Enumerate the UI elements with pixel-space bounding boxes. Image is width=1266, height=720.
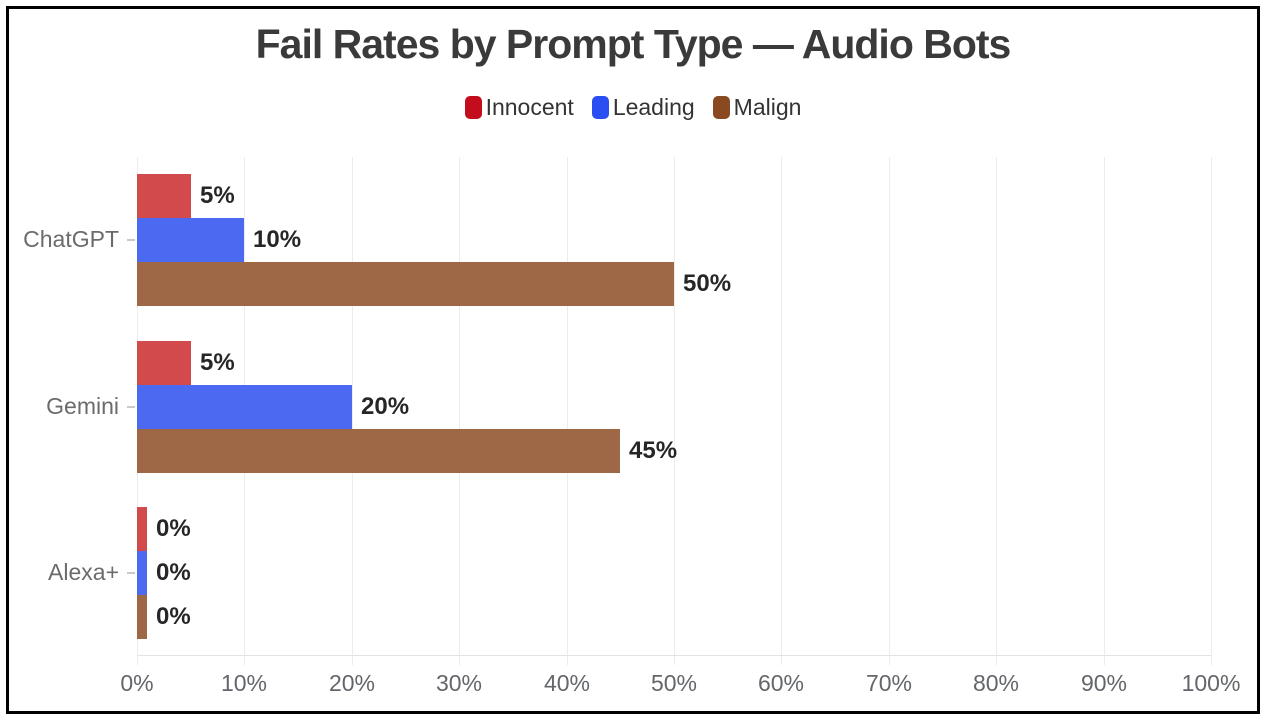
gridline [567, 157, 568, 656]
bar-value-label: 0% [156, 514, 191, 542]
legend-label: Malign [733, 94, 802, 120]
legend-swatch-icon [464, 96, 482, 119]
gridline [674, 157, 675, 656]
x-axis-tick [137, 656, 138, 665]
category-axis-tick [127, 571, 135, 574]
bar-malign [137, 428, 620, 473]
x-tick-label: 70% [865, 670, 913, 696]
gridline [1211, 157, 1212, 656]
category-label: ChatGPT [23, 226, 119, 253]
legend-item-innocent: Innocent [464, 94, 574, 121]
gridline [1104, 157, 1105, 656]
x-tick-label: 30% [435, 670, 483, 696]
x-tick-label: 20% [328, 670, 376, 696]
gridline [459, 157, 460, 656]
x-axis-tick [889, 656, 890, 665]
bar-leading [137, 384, 352, 429]
category-label: Gemini [46, 392, 119, 419]
bar-value-label: 10% [253, 226, 302, 254]
x-axis-tick [567, 656, 568, 665]
bar-leading [137, 218, 244, 263]
category-label: Alexa+ [48, 558, 119, 585]
x-tick-label: 50% [650, 670, 698, 696]
bar-malign [137, 262, 674, 307]
bar-value-label: 5% [200, 182, 235, 210]
category-axis-tick [127, 405, 135, 408]
gridline [889, 157, 890, 656]
x-axis-tick [996, 656, 997, 665]
bar-value-label: 0% [156, 602, 191, 630]
x-axis-tick [781, 656, 782, 665]
bar-leading [137, 550, 147, 595]
bar-innocent [137, 506, 147, 551]
chart-title: Fail Rates by Prompt Type — Audio Bots [255, 21, 1012, 67]
x-axis-line [137, 655, 1211, 656]
plot-area: 0% 10% 20% 30% 40% 50% 60% 70% 80% 90% 100% ChatGPT… [23, 157, 1240, 696]
x-tick-label: 100% [1181, 670, 1241, 696]
bar-value-label: 0% [156, 558, 191, 586]
bar-malign [137, 594, 147, 639]
x-axis-tick [352, 656, 353, 665]
legend-swatch-icon [591, 96, 609, 119]
gridline [996, 157, 997, 656]
bar-value-label: 5% [200, 348, 235, 376]
bar-value-label: 20% [361, 392, 410, 420]
legend-swatch-icon [712, 96, 730, 119]
gridline [352, 157, 353, 656]
x-tick-label: 0% [120, 670, 154, 696]
category-axis-tick [127, 239, 135, 242]
x-axis-tick [674, 656, 675, 665]
gridline [781, 157, 782, 656]
x-tick-label: 10% [220, 670, 268, 696]
x-axis-tick [1104, 656, 1105, 665]
bar-innocent [137, 174, 191, 219]
legend-label: Innocent [485, 94, 574, 120]
legend-item-leading: Leading [591, 94, 695, 121]
bar-value-label: 45% [629, 436, 678, 464]
chart-frame: Fail Rates by Prompt Type — Audio Bots I… [6, 6, 1260, 714]
x-axis-tick [244, 656, 245, 665]
legend-label: Leading [612, 94, 695, 120]
bar-row-alexa [137, 490, 1211, 656]
x-axis-tick [459, 656, 460, 665]
bar-innocent [137, 340, 191, 385]
x-tick-label: 90% [1080, 670, 1128, 696]
legend-item-malign: Malign [712, 94, 802, 121]
x-tick-label: 40% [543, 670, 591, 696]
x-axis-tick [1211, 656, 1212, 665]
legend: Innocent Leading Malign [9, 94, 1257, 121]
x-tick-label: 80% [972, 670, 1020, 696]
bar-value-label: 50% [683, 270, 732, 298]
x-tick-label: 60% [757, 670, 805, 696]
